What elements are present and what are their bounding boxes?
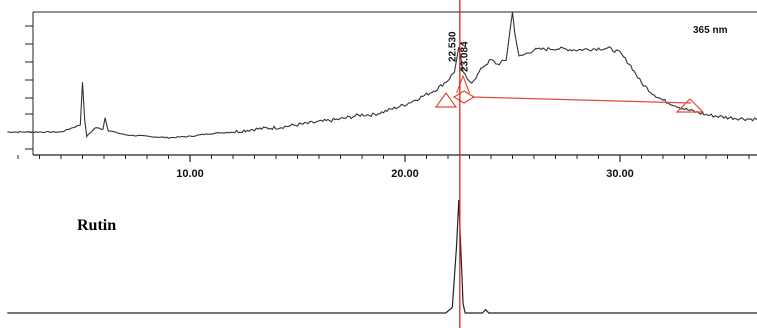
baseline-start-triangle <box>434 91 458 108</box>
rutin-standard-panel: Rutin <box>7 199 757 314</box>
peak-label-23084: 23.084 <box>459 41 470 72</box>
peak-label-22530: 22.530 <box>447 31 458 62</box>
x-tick-label-10: 10.00 <box>176 168 204 180</box>
x-tick-label-20: 20.00 <box>391 168 419 180</box>
sample-chromatogram-panel: 365 nm 10.00 20.00 30.00 22.530 23.084 <box>7 11 757 180</box>
peak-apex-marker <box>456 74 471 94</box>
integration-baseline-marker <box>434 74 705 113</box>
baseline-line <box>471 96 691 104</box>
rutin-trace-line <box>7 199 757 314</box>
baseline-end-triangle <box>675 98 705 113</box>
x-axis-ticks <box>17 155 750 162</box>
sample-trace-line <box>7 12 757 139</box>
y-axis-ticks <box>25 25 33 150</box>
rutin-label: Rutin <box>77 217 116 234</box>
wavelength-label: 365 nm <box>693 25 728 36</box>
x-tick-label-30: 30.00 <box>606 168 634 180</box>
baseline-valley-marker <box>452 90 476 104</box>
